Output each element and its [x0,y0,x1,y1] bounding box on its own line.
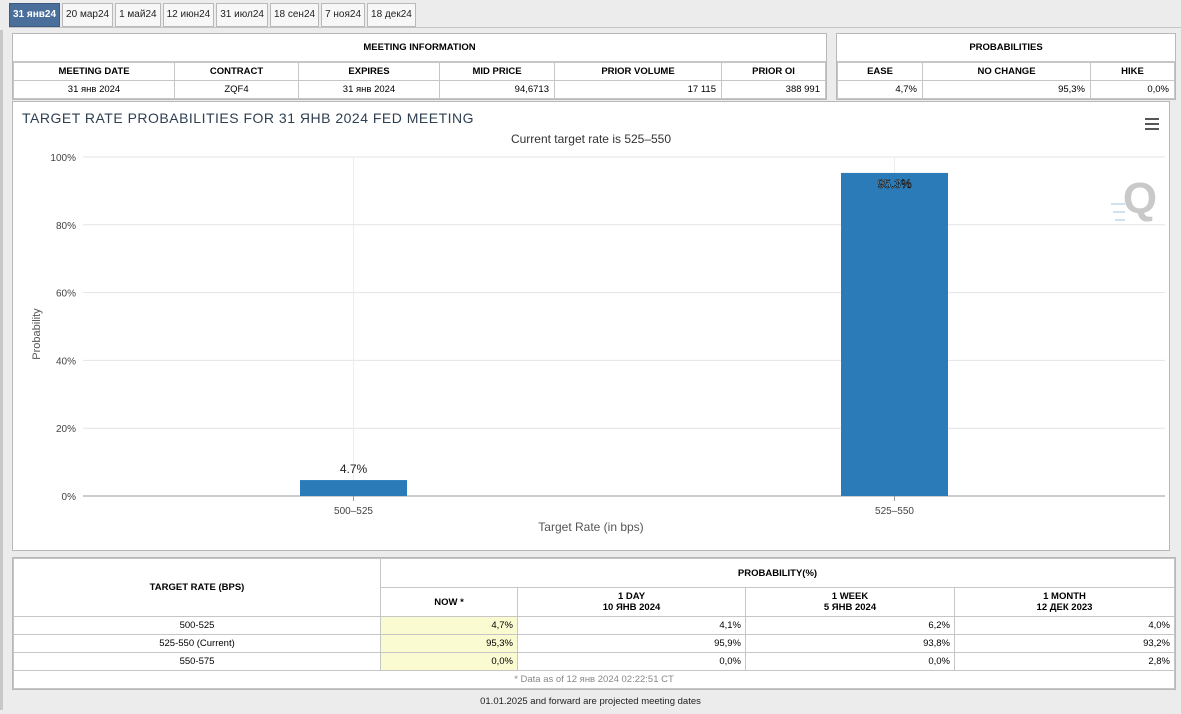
bar[interactable] [300,480,407,496]
y-tick-label: 100% [50,153,76,164]
header-1-month-date: 12 ДЕК 2023 [1036,602,1093,613]
tab-12-jun-24[interactable]: 12 июн24 [162,3,215,27]
y-tick-label: 80% [56,221,76,232]
row-1-day-value: 95,9% [517,634,746,653]
meeting-information-table: MEETING DATE CONTRACT EXPIRES MID PRICE … [13,62,826,99]
projected-dates-footer: 01.01.2025 and forward are projected mee… [480,696,701,707]
chart-subtitle: Current target rate is 525–550 [510,132,672,146]
row-rate: 525-550 (Current) [13,634,381,653]
watermark-logo: Q [1111,174,1157,223]
row-rate: 500-525 [13,616,381,635]
header-now: NOW * [380,587,518,617]
header-target-rate: TARGET RATE (BPS) [13,558,381,617]
header-ease: EASE [837,62,923,81]
header-1-month: 1 MONTH 12 ДЕК 2023 [954,587,1175,617]
x-tick-label: 500–525 [334,506,373,517]
prior-oi-value: 388 991 [721,80,826,99]
x-axis-label: Target Rate (in bps) [538,520,644,534]
header-1-day-date: 10 ЯНВ 2024 [602,602,661,613]
header-1-day-label: 1 DAY [617,591,646,602]
header-1-week-label: 1 WEEK [831,591,869,602]
y-tick-label: 60% [56,289,76,300]
row-now-value: 0,0% [380,652,518,671]
header-1-day: 1 DAY 10 ЯНВ 2024 [517,587,746,617]
expires-value: 31 янв 2024 [298,80,440,99]
chart-container: TARGET RATE PROBABILITIES FOR 31 ЯНВ 202… [12,101,1170,551]
header-no-change: NO CHANGE [922,62,1091,81]
header-probability: PROBABILITY(%) [380,558,1175,588]
tab-divider [9,27,1181,28]
tab-31-jul-24[interactable]: 31 июл24 [216,3,268,27]
contract-value: ZQF4 [174,80,299,99]
y-tick-label: 40% [56,356,76,367]
probability-history-panel: TARGET RATE (BPS) PROBABILITY(%) NOW * 1… [12,557,1176,690]
meeting-information-panel: MEETING INFORMATION MEETING DATE CONTRAC… [12,33,827,100]
tab-31-jan-24[interactable]: 31 янв24 [9,3,61,27]
row-1-week-value: 0,0% [745,652,955,671]
row-1-month-value: 93,2% [954,634,1175,653]
header-1-week: 1 WEEK 5 ЯНВ 2024 [745,587,955,617]
header-hike: HIKE [1090,62,1175,81]
probabilities-table: EASE NO CHANGE HIKE 4,7% 95,3% 0,0% [837,62,1175,99]
row-1-day-value: 4,1% [517,616,746,635]
header-contract: CONTRACT [174,62,299,81]
meeting-date-tabs: 31 янв24 20 мар24 1 май24 12 июн24 31 ию… [9,3,416,27]
watermark-q-icon: Q [1123,174,1157,223]
header-expires: EXPIRES [298,62,440,81]
left-edge-bar [0,30,3,710]
meeting-date-value: 31 янв 2024 [13,80,175,99]
meeting-information-caption: MEETING INFORMATION [13,34,826,62]
table-row: 500-525 4,7% 4,1% 6,2% 4,0% [13,616,1175,635]
header-mid-price: MID PRICE [439,62,555,81]
row-1-month-value: 2,8% [954,652,1175,671]
row-1-week-value: 93,8% [745,634,955,653]
row-1-day-value: 0,0% [517,652,746,671]
bar-data-label: 4.7% [340,462,368,476]
x-tick-label: 525–550 [875,506,914,517]
probabilities-caption: PROBABILITIES [837,34,1175,62]
header-1-month-label: 1 MONTH [1043,591,1086,602]
row-now-value: 4,7% [380,616,518,635]
row-now-value: 95,3% [380,634,518,653]
mid-price-value: 94,6713 [439,80,555,99]
table-row: 550-575 0,0% 0,0% 0,0% 2,8% [13,652,1175,671]
tab-18-sep-24[interactable]: 18 сен24 [269,3,320,27]
header-1-week-date: 5 ЯНВ 2024 [823,602,877,613]
tab-7-nov-24[interactable]: 7 ноя24 [321,3,366,27]
header-prior-oi: PRIOR OI [721,62,826,81]
header-now-label: NOW * [434,596,464,608]
y-tick-label: 20% [56,424,76,435]
row-1-week-value: 6,2% [745,616,955,635]
tab-1-may-24[interactable]: 1 май24 [115,3,161,27]
probability-history-table: TARGET RATE (BPS) PROBABILITY(%) NOW * 1… [13,558,1175,689]
y-tick-label: 0% [62,492,77,503]
header-meeting-date: MEETING DATE [13,62,175,81]
bar[interactable] [841,172,948,497]
table-row: 525-550 (Current) 95,3% 95,9% 93,8% 93,2… [13,634,1175,653]
probabilities-panel: PROBABILITIES EASE NO CHANGE HIKE 4,7% 9… [836,33,1176,100]
chart-menu-icon[interactable] [1145,118,1159,130]
ease-value: 4,7% [837,80,923,99]
row-rate: 550-575 [13,652,381,671]
data-timestamp-note: * Data as of 12 янв 2024 02:22:51 CT [13,670,1175,689]
no-change-value: 95,3% [922,80,1091,99]
bar-data-label: 95.3% [877,177,911,191]
chart-plot: Q 0% 20% 40% 60% 80% 100% 500–525 4.7% 525–550 95… [50,153,1165,517]
row-1-month-value: 4,0% [954,616,1175,635]
hike-value: 0,0% [1090,80,1175,99]
tab-20-mar-24[interactable]: 20 мар24 [62,3,114,27]
chart-title: TARGET RATE PROBABILITIES FOR 31 ЯНВ 202… [22,110,475,126]
header-prior-volume: PRIOR VOLUME [554,62,722,81]
tab-18-dec-24[interactable]: 18 дек24 [367,3,416,27]
prior-volume-value: 17 115 [554,80,722,99]
